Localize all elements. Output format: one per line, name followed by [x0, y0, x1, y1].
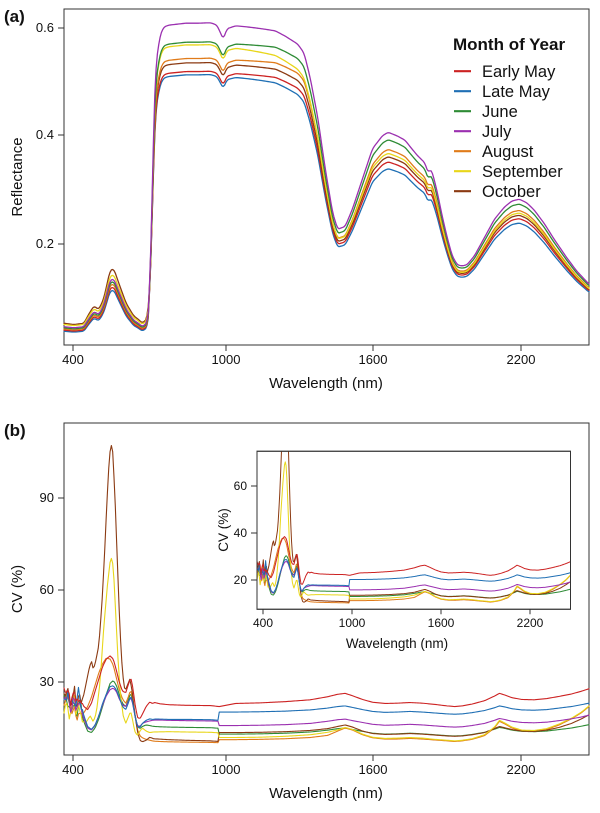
svg-text:2200: 2200	[507, 762, 536, 777]
svg-text:October: October	[482, 183, 541, 201]
svg-text:Late May: Late May	[482, 83, 551, 101]
svg-text:Wavelength (nm): Wavelength (nm)	[269, 375, 383, 392]
svg-text:(b): (b)	[4, 421, 26, 440]
svg-text:Month of Year: Month of Year	[453, 35, 565, 54]
svg-text:1600: 1600	[359, 762, 388, 777]
svg-text:1000: 1000	[212, 352, 241, 367]
svg-text:CV (%): CV (%)	[216, 508, 231, 552]
svg-text:2200: 2200	[507, 352, 536, 367]
svg-text:400: 400	[62, 762, 84, 777]
svg-text:September: September	[482, 163, 563, 181]
svg-text:400: 400	[253, 616, 273, 630]
svg-text:2200: 2200	[517, 616, 544, 630]
svg-text:400: 400	[62, 352, 84, 367]
svg-text:0.4: 0.4	[36, 127, 54, 142]
svg-text:60: 60	[40, 582, 54, 597]
svg-text:Reflectance: Reflectance	[9, 137, 26, 216]
svg-text:1600: 1600	[428, 616, 455, 630]
svg-text:0.6: 0.6	[36, 20, 54, 35]
svg-text:90: 90	[40, 490, 54, 505]
svg-text:60: 60	[234, 479, 248, 493]
svg-text:(a): (a)	[4, 7, 25, 26]
svg-text:30: 30	[40, 674, 54, 689]
svg-text:August: August	[482, 143, 534, 161]
svg-text:July: July	[482, 123, 512, 141]
svg-text:0.2: 0.2	[36, 236, 54, 251]
svg-text:Wavelength (nm): Wavelength (nm)	[269, 785, 383, 802]
svg-text:20: 20	[234, 573, 248, 587]
svg-text:June: June	[482, 103, 518, 121]
svg-text:40: 40	[234, 526, 248, 540]
svg-text:Early May: Early May	[482, 63, 556, 81]
svg-text:1600: 1600	[359, 352, 388, 367]
svg-text:Wavelength (nm): Wavelength (nm)	[346, 636, 448, 651]
svg-text:1000: 1000	[339, 616, 366, 630]
svg-text:1000: 1000	[212, 762, 241, 777]
svg-text:CV (%): CV (%)	[9, 565, 26, 613]
